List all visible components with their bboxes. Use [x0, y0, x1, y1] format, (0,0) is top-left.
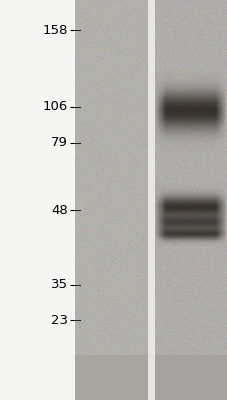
Text: 79: 79: [51, 136, 68, 150]
Text: 48: 48: [51, 204, 68, 216]
Text: 106: 106: [42, 100, 68, 114]
Text: 158: 158: [42, 24, 68, 36]
Text: 35: 35: [51, 278, 68, 292]
Text: 23: 23: [51, 314, 68, 326]
